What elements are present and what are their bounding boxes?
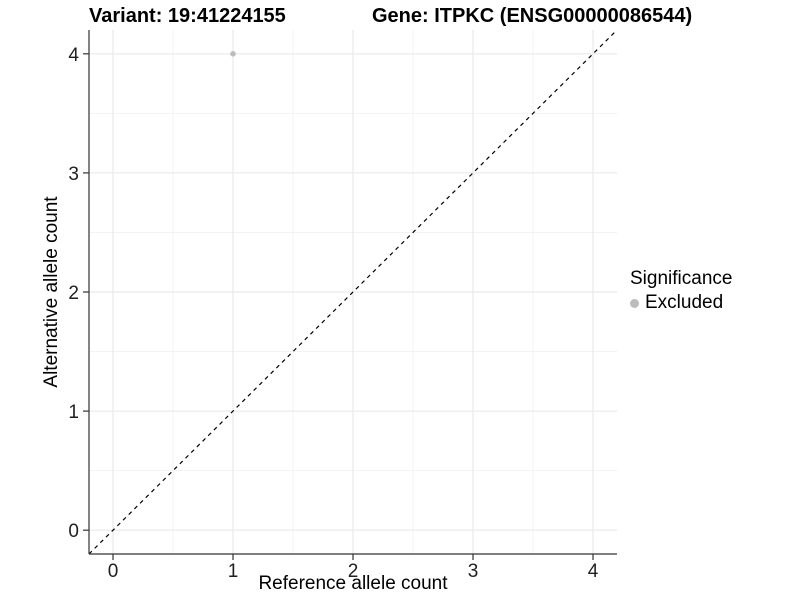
identity-line [88,29,618,555]
excluded-point-icon [630,298,639,308]
legend-title: Significance [630,268,733,289]
x-tick-label: 1 [228,561,239,582]
variant-title: Variant: 19:41224155 [89,5,286,27]
y-tick-label: 1 [68,402,79,423]
x-tick-label: 4 [588,561,599,582]
legend-item-excluded: Excluded [630,292,732,314]
gene-title: Gene: ITPKC (ENSG00000086544) [372,5,693,27]
y-tick-label: 3 [68,164,79,185]
y-tick-label: 4 [68,45,79,66]
legend-item-label: Excluded [645,292,724,313]
y-tick-label: 0 [68,521,79,542]
y-tick-label: 2 [68,283,79,304]
legend: Significance Excluded [630,268,732,314]
x-tick-label: 0 [108,561,119,582]
x-tick-label: 2 [348,561,359,582]
x-tick-label: 3 [468,561,479,582]
x-axis-title: Reference allele count [258,573,448,594]
data-point [230,51,236,57]
y-axis-title: Alternative allele count [41,196,62,388]
